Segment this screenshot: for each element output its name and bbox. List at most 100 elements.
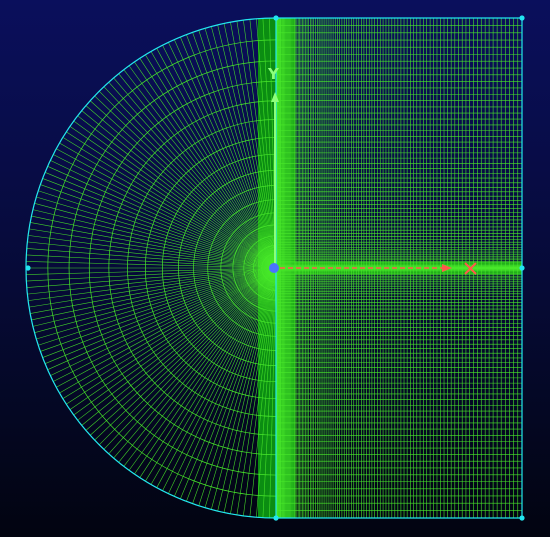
mesh-radial-line — [77, 115, 277, 269]
mesh-radial-line — [198, 30, 277, 269]
mesh-radial-line — [192, 267, 277, 504]
mesh-radial-line — [223, 23, 277, 269]
mesh-radial-line — [269, 267, 277, 518]
mesh-radial-line — [162, 45, 277, 269]
mesh-radial-line — [62, 137, 277, 269]
mesh-radial-line — [32, 267, 277, 327]
mesh-radial-line — [29, 267, 277, 308]
mesh-radial-line — [32, 209, 277, 269]
mesh-radial-line — [211, 267, 277, 510]
mesh-radial-line — [186, 34, 277, 269]
mesh-radial-line — [85, 267, 277, 431]
mesh-radial-line — [73, 120, 277, 269]
mesh-radial-line — [108, 267, 277, 454]
mesh-radial-line — [236, 21, 277, 269]
mesh-radial-line — [162, 267, 277, 491]
mesh-vertex — [25, 265, 31, 271]
mesh-radial-line — [134, 267, 277, 475]
mesh-radial-line — [44, 267, 277, 364]
mesh-arc-line — [144, 136, 277, 400]
mesh-radial-line — [150, 51, 277, 269]
mesh-radial-line — [180, 36, 277, 269]
mesh-radial-line — [211, 26, 277, 269]
mesh-radial-line — [262, 18, 277, 269]
mesh-radial-line — [26, 267, 277, 288]
mesh-radial-line — [90, 267, 277, 436]
mesh-radial-line — [81, 267, 277, 426]
mesh-radial-line — [94, 95, 277, 269]
mesh-radial-line — [180, 267, 277, 500]
mesh-radial-line — [156, 267, 277, 488]
mesh-radial-line — [150, 267, 277, 485]
mesh-radial-line — [256, 267, 277, 518]
mesh-arc-line — [268, 260, 277, 276]
mesh-radial-line — [243, 267, 277, 516]
mesh-radial-line — [217, 267, 277, 512]
mesh-radial-line — [56, 267, 277, 388]
mesh-radial-line — [118, 267, 277, 463]
mesh-radial-line — [262, 267, 277, 518]
mesh-radial-line — [53, 267, 277, 382]
mesh-radial-line — [56, 148, 277, 269]
mesh-radial-line — [29, 228, 277, 269]
mesh-radial-line — [230, 22, 277, 269]
mesh-radial-line — [38, 267, 277, 346]
mesh-radial-line — [28, 267, 277, 301]
mesh-radial-line — [73, 267, 277, 416]
mesh-radial-line — [168, 42, 277, 269]
origin-point-icon[interactable] — [269, 263, 279, 273]
mesh-radial-line — [94, 267, 277, 441]
mesh-radial-line — [174, 267, 277, 497]
mesh-radial-line — [62, 267, 277, 399]
mesh-radial-line — [108, 82, 277, 269]
mesh-radial-line — [34, 203, 277, 269]
mesh-radial-line — [40, 267, 277, 352]
mesh-radial-line — [26, 248, 277, 269]
mesh-radial-line — [66, 267, 277, 405]
mesh-radial-line — [99, 267, 277, 445]
mesh-arc-line — [127, 119, 277, 417]
mesh-radial-line — [128, 65, 277, 269]
mesh-arc-line — [261, 253, 277, 283]
mesh-radial-line — [113, 77, 277, 269]
mesh-radial-line — [156, 48, 277, 269]
mesh-radial-line — [139, 267, 277, 478]
mesh-arc-line — [232, 224, 277, 312]
mesh-radial-line — [243, 20, 277, 269]
mesh-radial-line — [223, 267, 277, 513]
mesh-radial-line — [90, 100, 277, 269]
mesh-radial-line — [42, 178, 277, 269]
mesh-radial-line — [36, 267, 277, 340]
y-axis-label: Y — [267, 65, 280, 83]
mesh-arc-line — [253, 245, 277, 291]
mesh-radial-line — [59, 142, 277, 269]
mesh-radial-line — [217, 24, 277, 269]
mesh-vertex — [273, 15, 279, 21]
mesh-radial-line — [47, 267, 277, 370]
mesh-radial-line — [249, 19, 277, 269]
mesh-vertices — [25, 15, 525, 521]
mesh-radial-line — [69, 126, 277, 269]
arrow-up-icon — [271, 92, 279, 102]
mesh-arc-line — [220, 212, 277, 324]
mesh-radial-line — [192, 32, 277, 269]
mesh-radial-line — [30, 267, 277, 314]
mesh-arc-line — [162, 153, 277, 383]
arrow-right-icon — [442, 264, 452, 272]
mesh-radial-line — [26, 261, 277, 269]
mesh-radial-line — [85, 105, 277, 269]
mesh-radial-line — [198, 267, 277, 506]
mesh-arc-line — [243, 235, 277, 301]
mesh-radial-line — [27, 241, 277, 269]
mesh-vertex — [519, 265, 525, 271]
mesh-radial-line — [77, 267, 277, 421]
mesh-arc-line — [178, 170, 277, 366]
mesh-radial-line — [123, 69, 277, 269]
mesh-arc-line — [68, 60, 277, 476]
mesh-radial-line — [128, 267, 277, 471]
mesh-radial-line — [30, 222, 277, 269]
mesh-radial-line — [103, 267, 277, 450]
mesh-radial-line — [118, 73, 277, 269]
